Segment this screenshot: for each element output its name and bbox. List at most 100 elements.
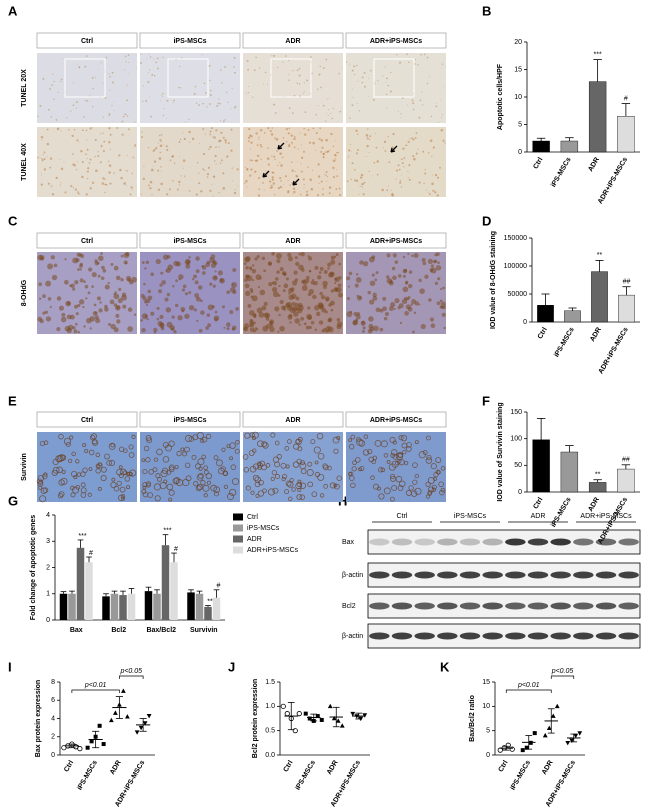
blot-strip bbox=[367, 593, 641, 619]
stain-dot bbox=[94, 315, 99, 320]
x-tick-label: Ctrl bbox=[532, 156, 544, 170]
stain-dot bbox=[280, 164, 283, 167]
stain-dot bbox=[440, 301, 446, 307]
stain-dot bbox=[147, 81, 150, 84]
legend-label: ADR+iPS-MSCs bbox=[247, 547, 299, 554]
stain-dot bbox=[209, 94, 212, 97]
stain-dot bbox=[407, 140, 410, 143]
stain-dot bbox=[248, 310, 255, 316]
stain-dot bbox=[91, 105, 94, 108]
stain-dot bbox=[226, 290, 231, 295]
tubule bbox=[142, 485, 147, 490]
blot-strip bbox=[367, 623, 641, 649]
blot-band bbox=[437, 571, 458, 579]
blot-band bbox=[437, 602, 458, 610]
micrograph bbox=[243, 53, 343, 123]
x-tick-label: ADR bbox=[109, 759, 123, 776]
tubule bbox=[213, 491, 219, 497]
stain-dot bbox=[93, 303, 97, 307]
stain-dot bbox=[329, 149, 331, 151]
stain-dot bbox=[390, 193, 393, 196]
stain-dot bbox=[259, 289, 266, 296]
data-point bbox=[280, 703, 286, 709]
stain-dot bbox=[368, 152, 370, 154]
stain-dot bbox=[160, 134, 163, 136]
tubule bbox=[71, 451, 76, 457]
stain-dot bbox=[307, 315, 313, 321]
stain-dot bbox=[78, 141, 80, 143]
stain-dot bbox=[229, 310, 234, 315]
stain-dot bbox=[249, 318, 254, 323]
stain-dot bbox=[288, 73, 290, 75]
stain-dot bbox=[219, 162, 222, 164]
bar bbox=[564, 310, 581, 323]
tubule bbox=[378, 467, 384, 473]
stain-dot bbox=[208, 148, 210, 151]
stain-dot bbox=[432, 260, 437, 264]
blot-group: ADR bbox=[531, 513, 546, 520]
stain-dot bbox=[102, 269, 107, 273]
stain-dot bbox=[207, 304, 214, 311]
tubule bbox=[71, 470, 78, 478]
tubule bbox=[191, 454, 197, 460]
stain-dot bbox=[399, 321, 403, 325]
y-tick-label: 0 bbox=[486, 752, 490, 759]
stain-dot bbox=[293, 270, 298, 275]
stain-dot bbox=[92, 127, 94, 128]
arrow bbox=[292, 178, 300, 186]
stain-dot bbox=[292, 112, 294, 114]
tubule bbox=[280, 462, 287, 469]
stain-dot bbox=[227, 142, 230, 145]
tubule bbox=[285, 480, 292, 487]
p-value: p<0.01 bbox=[517, 682, 540, 689]
tubule bbox=[388, 463, 396, 471]
stain-dot bbox=[441, 116, 443, 118]
stain-dot bbox=[310, 320, 315, 325]
tubule bbox=[373, 483, 380, 490]
stain-dot bbox=[245, 266, 249, 270]
stain-dot bbox=[281, 271, 287, 276]
stain-dot bbox=[129, 193, 132, 196]
blot-band bbox=[459, 538, 481, 546]
data-point bbox=[546, 725, 552, 731]
stain-dot bbox=[160, 326, 165, 331]
stain-dot bbox=[277, 164, 279, 166]
stain-dot bbox=[321, 146, 324, 149]
stain-dot bbox=[351, 69, 354, 72]
tubule bbox=[391, 484, 398, 491]
tubule bbox=[37, 485, 43, 490]
stain-dot bbox=[279, 152, 282, 155]
stain-dot bbox=[169, 159, 172, 162]
stain-dot bbox=[221, 305, 226, 309]
stain-dot bbox=[277, 66, 279, 68]
tubule bbox=[270, 476, 275, 481]
stain-dot bbox=[164, 297, 169, 302]
tubule bbox=[131, 434, 136, 439]
y-tick-label: 0 bbox=[51, 752, 55, 759]
stain-dot bbox=[412, 102, 415, 105]
x-tick-label: iPS-MSCs bbox=[509, 759, 532, 791]
tubule bbox=[80, 492, 87, 498]
stain-dot bbox=[94, 139, 97, 142]
stain-dot bbox=[408, 179, 411, 181]
stain-dot bbox=[226, 327, 230, 331]
stain-dot bbox=[308, 141, 312, 144]
stain-dot bbox=[292, 280, 298, 286]
stain-dot bbox=[118, 287, 122, 291]
stain-dot bbox=[165, 145, 168, 148]
tubule bbox=[427, 491, 433, 496]
stain-dot bbox=[279, 185, 283, 189]
blot-band bbox=[369, 632, 390, 640]
stain-dot bbox=[297, 161, 298, 163]
stain-dot bbox=[87, 167, 90, 170]
stain-dot bbox=[152, 150, 154, 153]
significance: ## bbox=[623, 279, 631, 286]
stain-dot bbox=[60, 167, 64, 171]
stain-dot bbox=[72, 186, 75, 189]
tubule bbox=[57, 493, 64, 499]
stain-dot bbox=[233, 71, 236, 74]
stain-dot bbox=[110, 148, 112, 150]
stain-dot bbox=[420, 53, 422, 56]
stain-dot bbox=[290, 287, 295, 292]
data-point bbox=[134, 730, 140, 735]
